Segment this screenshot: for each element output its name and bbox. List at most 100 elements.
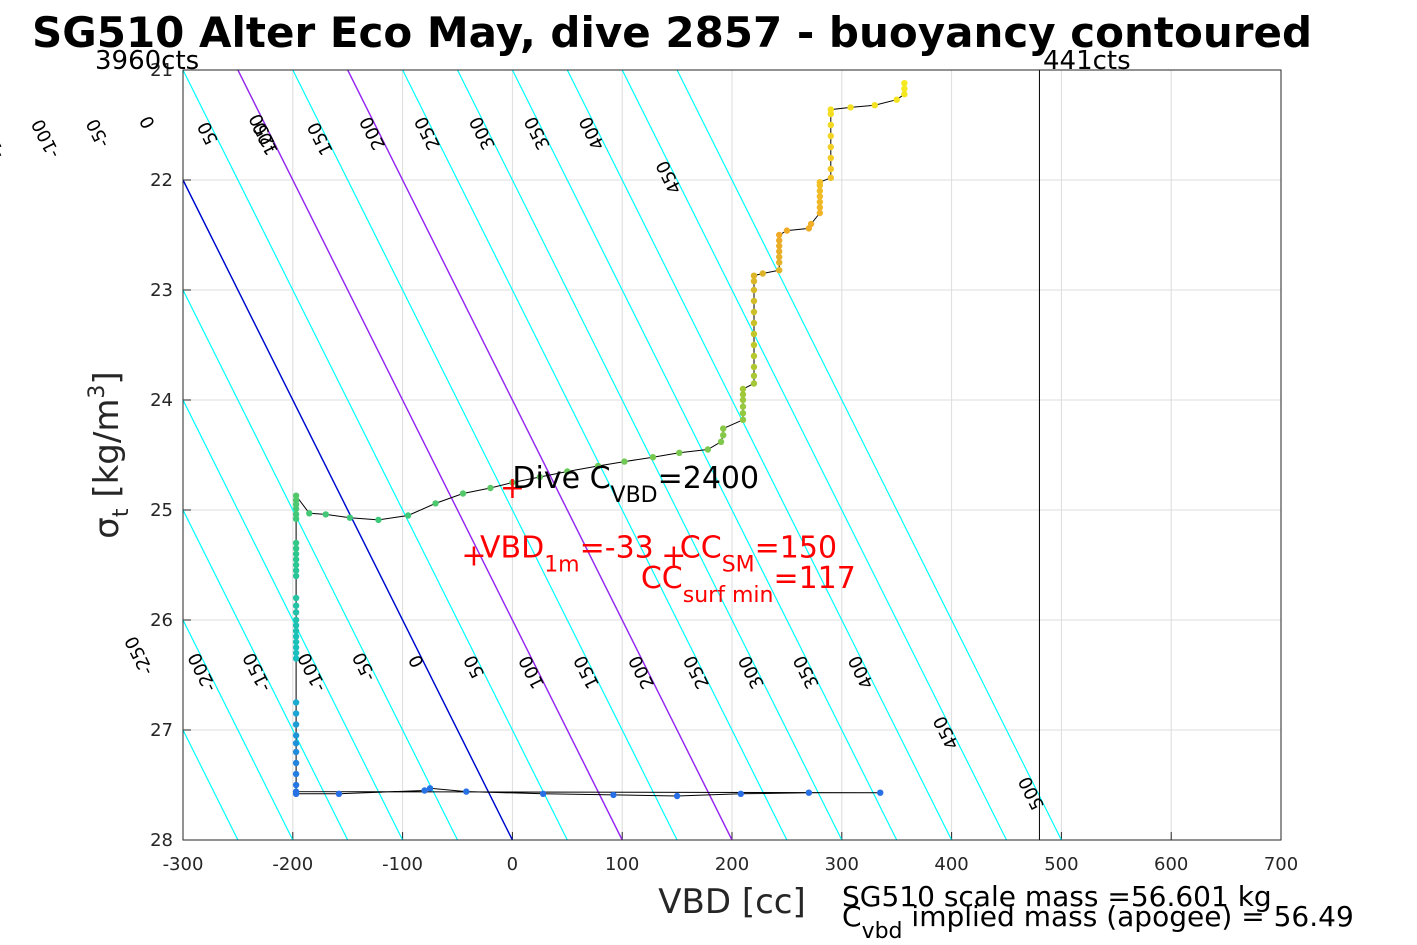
profile-point [426,785,434,792]
profile-point [816,193,824,200]
profile-point [750,297,758,305]
x-tick-label: -100 [382,854,423,875]
profile-point [750,341,758,349]
contour-label-top: -50 [83,115,115,151]
annotation-sub: surf min [683,583,774,608]
profile-point [292,616,300,624]
profile-point [704,446,712,453]
profile-point [621,458,628,465]
profile-point [816,198,824,206]
profile-point [536,473,544,481]
profile-point [292,556,300,563]
profile-point [750,278,758,285]
profile-point [750,272,758,279]
annotation-marker: + [461,538,486,573]
profile-point [292,561,300,569]
contour-line [511,70,898,840]
profile-point [594,462,602,470]
profile-point [901,85,908,92]
profile-point [816,179,824,186]
x-tick-labels: -300 -200 -100 0 100 200 300 400 500 600 700 [163,854,1299,875]
annotation-sub: SM [722,552,755,577]
x-tick-label: 700 [1264,854,1298,875]
y-label-sub: t [109,508,134,517]
footer-rest: implied mass (apogee) = 56.49 [903,900,1354,933]
profile-point [649,454,657,461]
x-tick-label: -300 [163,854,204,875]
highlight-line [183,178,514,840]
profile-point [335,790,343,797]
y-tick-label: 26 [150,610,173,631]
profile-point [871,102,878,109]
contour-label-bottom: -250 [121,632,158,678]
contour-line [183,288,459,840]
profile-point [292,732,300,739]
y-label-rest: [kg/m [87,399,127,509]
y-tick-label: 23 [150,280,173,301]
profile-point [816,204,824,211]
profile-point [463,788,470,795]
profile-point [292,501,300,508]
annotation-main: CC [641,561,683,596]
profile-point [776,242,783,250]
profile-point [776,248,783,255]
profile-point [509,479,516,486]
profile-point [676,449,683,456]
profile-point [292,748,300,756]
profile-point [610,791,617,799]
profile-point [737,790,744,797]
profile-point [827,165,835,173]
y-label-close: ] [87,371,127,384]
profile-point [292,638,300,646]
profile-point [292,781,300,789]
profile-point [827,174,835,181]
profile-point [901,91,908,98]
profile-point [375,516,382,524]
profile-point [292,505,300,513]
profile-point [720,432,727,439]
y-label-sup: 3 [85,385,110,399]
contour-line [566,70,953,840]
annotation-sub: VBD [611,483,658,508]
contour-line [402,70,788,840]
profile-point [750,363,758,371]
profile-point [292,633,300,640]
footer-implied-mass: Cvbd implied mass (apogee) = 56.49 [842,900,1354,944]
profile-point [292,602,300,609]
annotation-sub: 1m [544,552,579,577]
contour-line [183,508,349,840]
profile-point [776,253,783,261]
contour-line [183,398,404,840]
profile-point [292,644,300,651]
profile-point [750,380,758,387]
profile-point [292,710,300,717]
profile-point [750,372,758,379]
profile-point [827,110,835,118]
annotation-marker: + [500,471,525,506]
profile-point [346,514,354,521]
profile-point [807,220,815,228]
profile [292,80,908,800]
profile-point [750,308,758,316]
annotation-rest: =150 [755,530,837,565]
contour-line [676,70,1062,840]
profile-point [827,121,835,129]
profile-point [816,209,824,217]
profile-point [827,154,835,162]
profile-point [816,187,824,195]
contour-line [292,70,678,840]
profile-point [750,330,758,338]
profile-point [292,699,300,706]
x-tick-label: 300 [825,854,859,875]
profile-point [673,792,681,800]
profile-point [776,237,783,244]
y-tick-labels: 21 22 23 24 25 26 27 28 [150,60,173,851]
x-tick-label: 600 [1154,854,1188,875]
profile-point [539,790,547,797]
highlight-lines [183,70,733,840]
annotation-cc_sm: CCSM=150 [680,530,837,577]
contour-label-top: 0 [136,112,160,132]
contour-line [183,70,568,840]
x-tick-label: 500 [1044,854,1078,875]
